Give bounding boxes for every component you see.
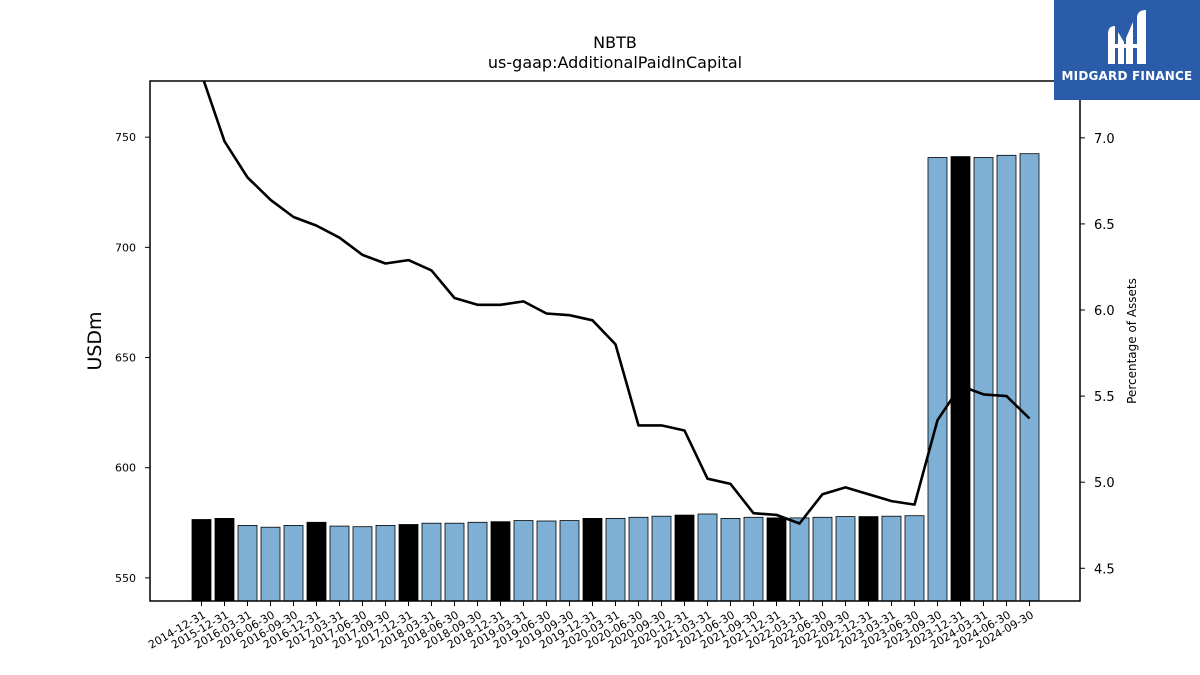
bar-2020-03-31: [605, 518, 626, 602]
bar-2020-12-31: [674, 514, 695, 602]
right-axis: 4.5 5.0 5.5 6.0 6.5 7.0: [1080, 132, 1115, 577]
bar-2015-12-31: [214, 518, 235, 602]
bar-2021-12-31: [766, 517, 787, 602]
y2-tick-label: 7.0: [1094, 132, 1115, 147]
bar-2022-06-30: [812, 516, 833, 602]
y-tick-label: 750: [115, 131, 136, 144]
bar-2019-12-31: [582, 518, 603, 602]
chart-title: NBTB: [593, 33, 637, 52]
bar-2024-09-30: [1019, 153, 1040, 602]
bar-2017-06-30: [352, 526, 373, 602]
midgard-finance-logo: MIDGARD FINANCE: [1054, 0, 1200, 100]
bar-2018-03-31: [421, 522, 442, 602]
bar-2021-06-30: [720, 518, 741, 602]
y-axis-label: USDm: [84, 311, 106, 370]
bar-2016-12-31: [306, 521, 327, 602]
bar-2018-06-30: [444, 522, 465, 602]
bar-2021-03-31: [697, 513, 718, 602]
bar-2023-06-30: [904, 515, 925, 602]
bar-2024-06-30: [996, 154, 1017, 602]
line-series: [202, 81, 1031, 525]
bar-2023-03-31: [881, 515, 902, 602]
bar-2019-09-30: [559, 520, 580, 602]
bar-2022-12-31: [858, 516, 879, 602]
y2-tick-label: 6.5: [1094, 218, 1115, 233]
bar-2021-09-30: [743, 516, 764, 602]
bar-2016-09-30: [283, 525, 304, 602]
bar-2022-09-30: [835, 516, 856, 602]
bar-2022-03-31: [789, 517, 810, 602]
bar-2017-09-30: [375, 525, 396, 602]
y2-axis-label: Percentage of Assets: [1125, 278, 1139, 404]
bar-series: [191, 153, 1040, 602]
chart-subtitle: us-gaap:AdditionalPaidInCapital: [488, 53, 742, 72]
bar-2018-09-30: [467, 521, 488, 602]
x-axis: 2014-12-312015-12-312016-03-312016-06-30…: [146, 601, 1036, 652]
bar-2016-03-31: [237, 525, 258, 602]
bar-2016-06-30: [260, 526, 281, 602]
midgard-logo-icon: [1108, 10, 1146, 64]
bar-2024-03-31: [973, 157, 994, 602]
y-tick-label: 550: [115, 572, 136, 585]
y-tick-label: 650: [115, 352, 136, 365]
bar-2020-06-30: [628, 516, 649, 602]
bar-2019-03-31: [513, 520, 534, 602]
bar-2020-09-30: [651, 515, 672, 602]
y2-tick-label: 5.5: [1094, 390, 1115, 405]
bar-2018-12-31: [490, 521, 511, 602]
bar-2023-12-31: [950, 156, 971, 602]
y-tick-label: 700: [115, 241, 136, 254]
logo-text: MIDGARD FINANCE: [1061, 69, 1193, 83]
left-axis: 550 600 650 700 750: [115, 131, 150, 585]
y2-tick-label: 6.0: [1094, 304, 1115, 319]
bar-2014-12-31: [191, 519, 212, 602]
y2-tick-label: 5.0: [1094, 476, 1115, 491]
bar-2017-03-31: [329, 525, 350, 602]
bar-2019-06-30: [536, 520, 557, 602]
percentage-line: [202, 81, 1031, 525]
bar-2017-12-31: [398, 524, 419, 602]
y-tick-label: 600: [115, 462, 136, 475]
bar-2023-09-30: [927, 157, 948, 602]
y2-tick-label: 4.5: [1094, 562, 1115, 577]
